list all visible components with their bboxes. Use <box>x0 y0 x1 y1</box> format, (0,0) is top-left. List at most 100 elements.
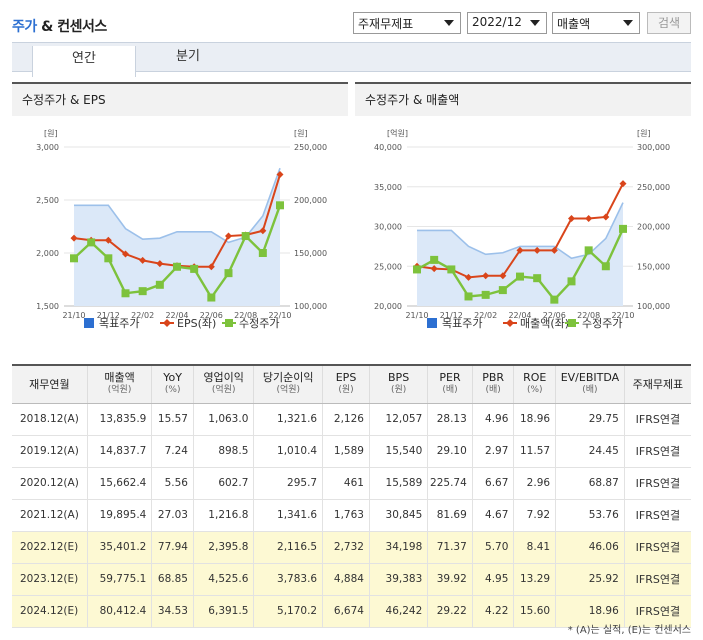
column-header: 매출액 (억원) <box>86 364 152 404</box>
x-tick-label: 22/10 <box>268 311 291 320</box>
data-point <box>225 232 232 240</box>
data-point <box>173 262 181 271</box>
table-cell: 15,589 <box>368 467 428 500</box>
table-cell: 2022.12(E) <box>12 531 88 564</box>
table-cell: 15.57 <box>151 403 194 436</box>
table-cell: 225.74 <box>427 467 473 500</box>
column-header-unit: (원) <box>338 385 354 396</box>
period-select[interactable]: 2022/12 <box>467 12 547 34</box>
table-cell: 15,540 <box>368 435 428 468</box>
right-tick-label: 250,000 <box>637 183 670 192</box>
search-button[interactable]: 검색 <box>647 12 691 34</box>
table-cell: 2,116.5 <box>253 531 323 564</box>
table-cell: 25.92 <box>555 563 625 596</box>
data-point <box>276 171 284 179</box>
legend-label: EPS(좌) <box>177 317 216 330</box>
data-point <box>602 213 610 221</box>
table-cell: 4.22 <box>471 595 514 628</box>
data-point <box>155 280 164 289</box>
data-point <box>567 277 576 286</box>
chart-title: 수정주가 & 매출액 <box>355 82 691 116</box>
table-cell: 8.41 <box>513 531 556 564</box>
column-header: EPS (원) <box>322 364 370 404</box>
table-cell: 13,835.9 <box>86 403 152 436</box>
column-header: 재무연월 <box>12 364 88 404</box>
data-point <box>241 232 250 241</box>
table-cell: 6,674 <box>322 595 370 628</box>
data-point <box>585 215 593 223</box>
table-cell: IFRS연결 <box>623 403 691 436</box>
left-unit-label: [원] <box>44 129 58 138</box>
tab-annual[interactable]: 연간 <box>32 46 136 77</box>
data-point <box>121 289 130 298</box>
left-tick-label: 2,000 <box>36 249 59 258</box>
column-header: PER (배) <box>427 364 473 404</box>
data-point <box>601 262 610 271</box>
table-cell: 30,845 <box>368 499 428 532</box>
legend-label: 목표주가 <box>442 317 482 330</box>
right-tick-label: 150,000 <box>637 262 670 271</box>
table-row: 2020.12(A) 15,662.4 5.56 602.7 295.7 461 15,58… <box>12 467 691 500</box>
legend-label: 매출액(좌) <box>520 317 569 330</box>
data-point <box>276 201 284 210</box>
left-tick-label: 25,000 <box>374 262 402 271</box>
table-cell: 7.92 <box>513 499 556 532</box>
column-header-name: YoY <box>163 371 183 385</box>
table-cell: 24.45 <box>555 435 625 468</box>
right-tick-label: 100,000 <box>637 302 670 311</box>
metric-select[interactable]: 매출액 <box>552 12 640 34</box>
data-point <box>190 264 199 273</box>
chart-eps-svg: [원] [원] 1,500 2,000 2,500 3,000 100,000 150,000… <box>36 129 327 330</box>
data-point <box>619 224 627 233</box>
x-tick-label: 21/12 <box>440 311 463 320</box>
left-tick-label: 3,000 <box>36 143 59 152</box>
table-cell: 12,057 <box>368 403 428 436</box>
column-header-name: 주재무제표 <box>632 377 684 391</box>
chart-revenue-svg: [억원] [원] 20,000 25,000 30,000 35,000 40,000 100… <box>374 128 670 330</box>
page-title: 주가 & 컨센서스 <box>12 16 107 36</box>
data-point <box>430 265 438 273</box>
chart-title: 수정주가 & EPS <box>12 82 348 116</box>
chevron-down-icon <box>444 20 454 26</box>
column-header-name: ROE <box>523 371 547 385</box>
table-cell: 46.06 <box>555 531 625 564</box>
data-point <box>430 255 439 264</box>
column-header-name: 영업이익 <box>203 371 244 385</box>
right-tick-label: 200,000 <box>294 196 327 205</box>
column-header-name: 당기순이익 <box>262 371 314 385</box>
table-cell: 14,837.7 <box>86 435 152 468</box>
data-point <box>70 254 78 263</box>
x-tick-label: 22/04 <box>508 311 531 320</box>
table-cell: 3,783.6 <box>253 563 323 596</box>
table-cell: 2,395.8 <box>192 531 254 564</box>
table-cell: 81.69 <box>427 499 473 532</box>
table-row: 2019.12(A) 14,837.7 7.24 898.5 1,010.4 1,589 1… <box>12 435 691 468</box>
table-cell: 1,589 <box>322 435 370 468</box>
statement-type-select[interactable]: 주재무제표 <box>353 12 461 34</box>
data-point <box>464 292 473 301</box>
table-cell: IFRS연결 <box>623 531 691 564</box>
table-row: 2022.12(E) 35,401.2 77.94 2,395.8 2,116.5 2,7… <box>12 531 691 564</box>
left-tick-label: 1,500 <box>36 302 59 311</box>
data-point <box>413 265 421 274</box>
column-header: PBR (배) <box>471 364 514 404</box>
table-cell: 59,775.1 <box>86 563 152 596</box>
column-header-unit: (억원) <box>107 385 132 396</box>
table-cell: 2,732 <box>322 531 370 564</box>
x-tick-label: 21/12 <box>97 311 120 320</box>
table-cell: 2,126 <box>322 403 370 436</box>
table-cell: 7.24 <box>151 435 194 468</box>
x-tick-label: 22/02 <box>474 311 497 320</box>
column-header-name: 매출액 <box>104 371 135 385</box>
data-point <box>138 287 147 296</box>
table-cell: 1,216.8 <box>192 499 254 532</box>
tab-quarterly[interactable]: 분기 <box>176 49 200 64</box>
table-cell: IFRS연결 <box>623 595 691 628</box>
table-cell: 2.96 <box>513 467 556 500</box>
left-tick-label: 40,000 <box>374 143 402 152</box>
left-tick-label: 30,000 <box>374 223 402 232</box>
table-row: 2018.12(A) 13,835.9 15.57 1,063.0 1,321.6 2,1… <box>12 403 691 436</box>
x-tick-label: 21/10 <box>405 311 428 320</box>
legend-swatch <box>506 319 514 327</box>
table-cell: 15.60 <box>513 595 556 628</box>
